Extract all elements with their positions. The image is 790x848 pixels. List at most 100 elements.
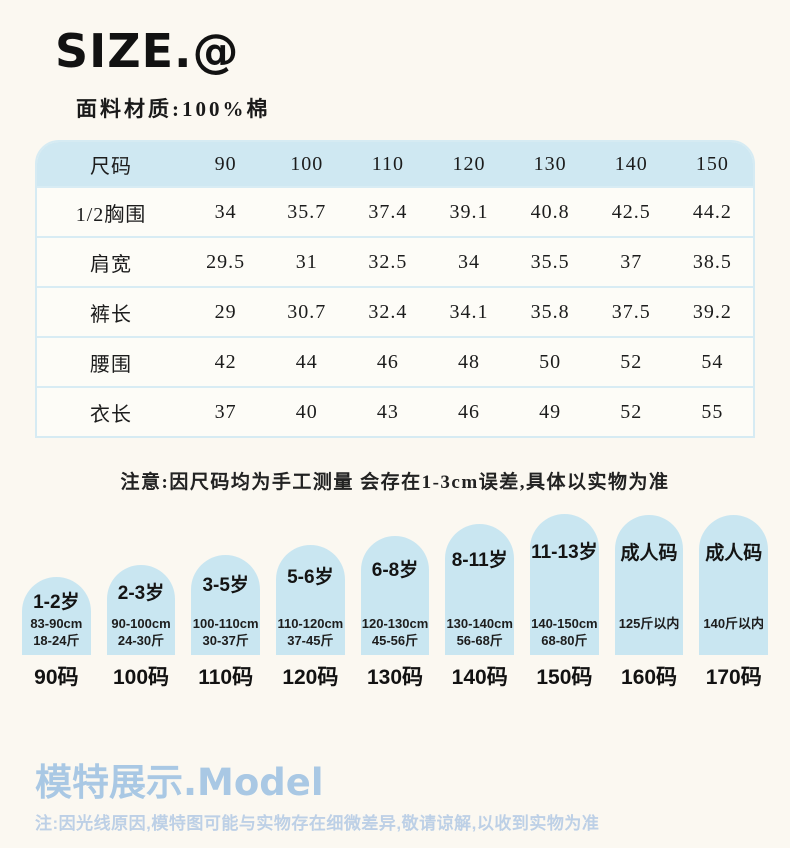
- table-cell: 37.4: [368, 200, 408, 223]
- size-table: 尺码 90 100 110 120 130 140 150 1/2胸围 34 3…: [35, 140, 755, 438]
- spec-text: 110-120cm 37-45斤: [277, 615, 343, 649]
- table-cell: 39.1: [449, 200, 489, 223]
- size-code-label: 90码: [34, 666, 79, 689]
- size-code-label: 130码: [367, 666, 424, 689]
- row-label: 1/2胸围: [75, 203, 147, 226]
- size-table-header-row: 尺码 90 100 110 120 130 140 150: [37, 142, 753, 186]
- size-arch: 11-13岁 140-150cm 68-80斤: [530, 514, 599, 655]
- size-guide-item: 5-6岁 110-120cm 37-45斤 120码: [276, 545, 345, 691]
- age-label: 8-11岁: [451, 550, 508, 571]
- material-label: 面料材质:100%棉: [76, 97, 271, 121]
- size-code-label: 150码: [536, 666, 593, 689]
- size-guide-item: 6-8岁 120-130cm 45-56斤 130码: [360, 536, 430, 691]
- table-row-pants-length: 裤长 29 30.7 32.4 34.1 35.8 37.5 39.2: [37, 286, 753, 336]
- size-table-header-label: 尺码: [90, 155, 132, 178]
- age-label: 2-3岁: [117, 583, 165, 604]
- empty-spec-line: [703, 632, 764, 649]
- table-cell: 35.7: [287, 200, 327, 223]
- size-guide-item: 11-13岁 140-150cm 68-80斤 150码: [530, 514, 599, 691]
- row-label: 肩宽: [90, 253, 132, 276]
- table-cell: 32.5: [368, 250, 408, 273]
- table-cell: 49: [539, 400, 562, 423]
- weight-range: 37-45斤: [287, 633, 334, 648]
- size-guide-item: 3-5岁 100-110cm 30-37斤 110码: [191, 555, 261, 691]
- size-guide-item: 2-3岁 90-100cm 24-30斤 100码: [106, 565, 176, 691]
- table-cell: 38.5: [692, 250, 732, 273]
- weight-range: 56-68斤: [456, 633, 503, 648]
- spec-text: 140斤以内: [703, 615, 764, 649]
- size-table-column-header: 130: [533, 152, 567, 175]
- weight-range: 30-37斤: [202, 633, 249, 648]
- table-cell: 40.8: [530, 200, 570, 223]
- age-label: 3-5岁: [202, 575, 249, 596]
- table-cell: 37.5: [611, 300, 651, 323]
- spec-text: 125斤以内: [619, 615, 680, 649]
- table-cell: 46: [457, 400, 480, 423]
- table-cell: 37: [214, 400, 237, 423]
- table-cell: 55: [701, 400, 724, 423]
- table-cell: 35.8: [530, 300, 570, 323]
- table-cell: 40: [295, 400, 318, 423]
- size-guide-item: 成人码 125斤以内 160码: [614, 515, 684, 691]
- age-label: 成人码: [620, 543, 678, 564]
- age-label: 5-6岁: [287, 567, 334, 588]
- spec-text: 83-90cm 18-24斤: [30, 615, 82, 649]
- size-guide-item: 1-2岁 83-90cm 18-24斤 90码: [22, 577, 91, 691]
- table-cell: 43: [376, 400, 399, 423]
- empty-spec-line: [619, 632, 680, 649]
- size-table-column-header: 120: [452, 152, 486, 175]
- weight-range: 68-80斤: [541, 633, 588, 648]
- height-range: 140-150cm: [531, 616, 598, 631]
- height-range: 83-90cm: [30, 616, 83, 631]
- table-cell: 46: [376, 350, 399, 373]
- size-table-column-header: 110: [371, 152, 404, 175]
- table-cell: 31: [295, 250, 318, 273]
- measurement-note: 注意:因尺码均为手工测量 会存在1-3cm误差,具体以实物为准: [120, 472, 670, 493]
- table-row-shoulder: 肩宽 29.5 31 32.5 34 35.5 37 38.5: [37, 236, 753, 286]
- size-guide-item: 成人码 140斤以内 170码: [699, 515, 769, 691]
- age-label: 成人码: [705, 543, 763, 564]
- size-table-column-header: 90: [214, 152, 237, 175]
- height-range: 110-120cm: [277, 616, 344, 631]
- age-label: 11-13岁: [531, 542, 598, 563]
- size-code-label: 120码: [282, 666, 339, 689]
- table-cell: 32.4: [368, 300, 408, 323]
- size-code-label: 170码: [705, 666, 762, 689]
- table-cell: 30.7: [287, 300, 327, 323]
- table-cell: 52: [620, 400, 643, 423]
- size-table-column-header: 100: [290, 152, 324, 175]
- table-cell: 29: [214, 300, 237, 323]
- table-cell: 54: [701, 350, 724, 373]
- table-cell: 42: [214, 350, 237, 373]
- size-code-label: 100码: [112, 666, 170, 689]
- table-cell: 35.5: [530, 250, 570, 273]
- weight-limit: 125斤以内: [618, 616, 680, 631]
- size-code-label: 110码: [198, 666, 254, 689]
- height-range: 100-110cm: [192, 616, 259, 631]
- model-section-note: 注:因光线原因,模特图可能与实物存在细微差异,敬请谅解,以收到实物为准: [35, 814, 600, 833]
- age-label: 1-2岁: [33, 592, 80, 613]
- model-section-heading: 模特展示.Model: [35, 761, 324, 804]
- spec-text: 100-110cm 30-37斤: [193, 615, 259, 649]
- table-cell: 34: [457, 250, 480, 273]
- table-cell: 42.5: [611, 200, 651, 223]
- table-cell: 34: [214, 200, 237, 223]
- height-range: 120-130cm: [361, 616, 429, 631]
- size-arch: 成人码 140斤以内: [699, 515, 769, 655]
- row-label: 衣长: [90, 403, 132, 426]
- size-arch: 5-6岁 110-120cm 37-45斤: [276, 545, 345, 655]
- table-cell: 37: [620, 250, 643, 273]
- weight-limit: 140斤以内: [703, 616, 765, 631]
- table-cell: 50: [539, 350, 562, 373]
- height-range: 130-140cm: [446, 616, 513, 631]
- table-cell: 44.2: [692, 200, 732, 223]
- size-table-column-header: 150: [695, 152, 729, 175]
- spec-text: 120-130cm 45-56斤: [362, 615, 429, 649]
- row-label: 裤长: [90, 303, 132, 326]
- weight-range: 45-56斤: [371, 633, 419, 648]
- row-label: 腰围: [90, 353, 132, 376]
- spec-text: 90-100cm 24-30斤: [111, 615, 170, 649]
- size-arch: 1-2岁 83-90cm 18-24斤: [22, 577, 91, 655]
- spec-text: 140-150cm 68-80斤: [531, 615, 598, 649]
- table-cell: 39.2: [692, 300, 732, 323]
